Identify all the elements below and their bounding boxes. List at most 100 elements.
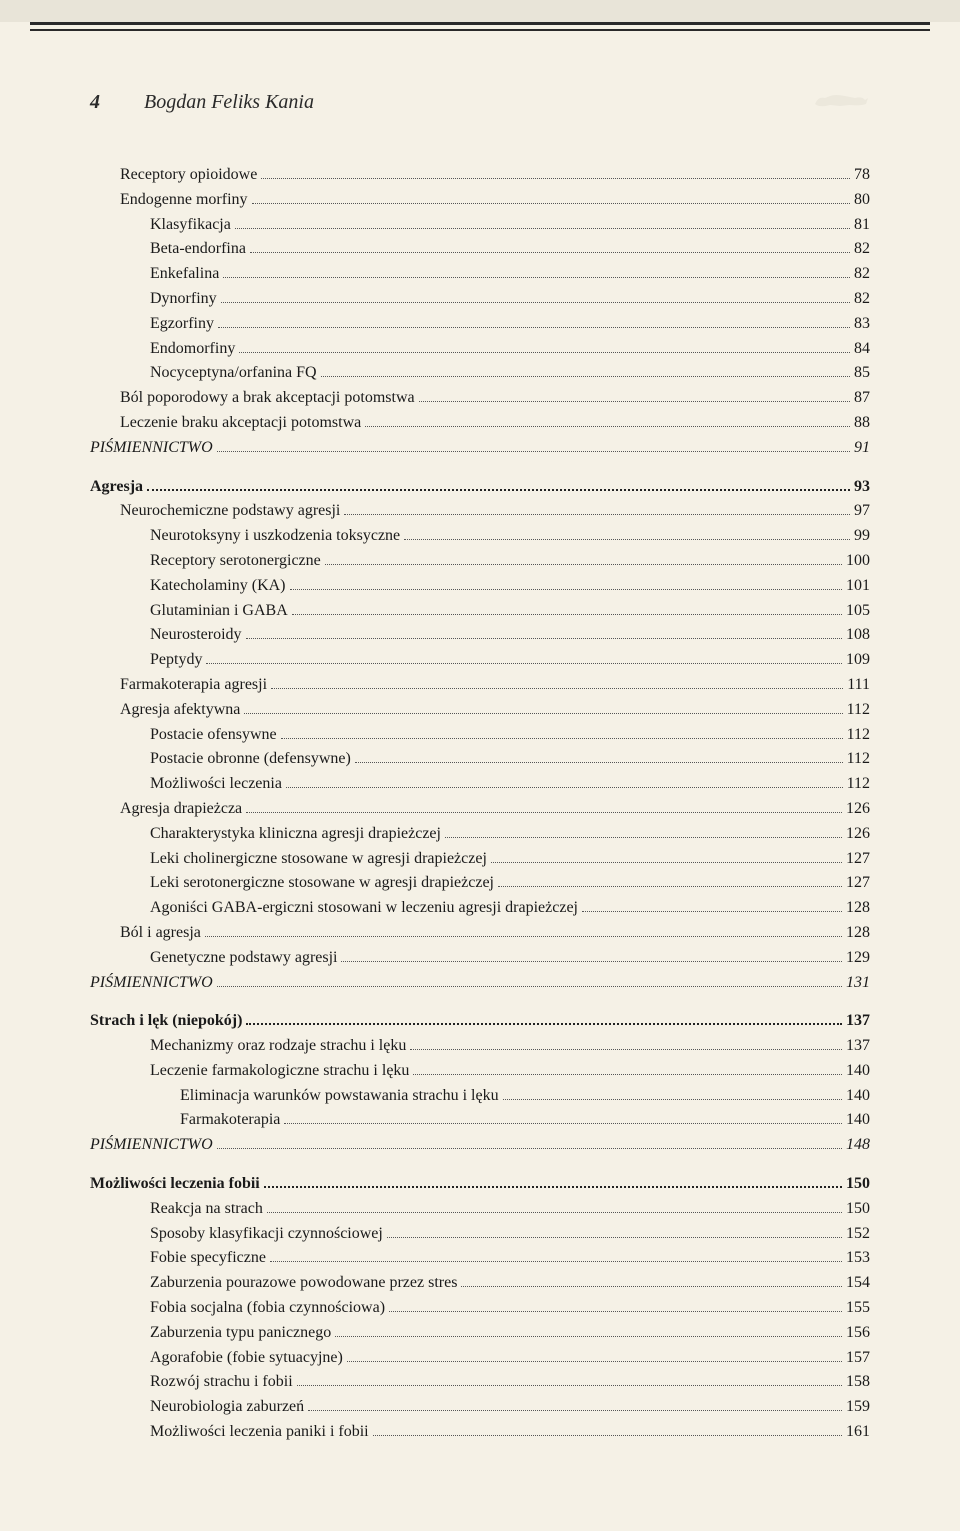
toc-label: Agresja drapieżcza bbox=[120, 797, 242, 822]
toc-page-number: 84 bbox=[854, 337, 870, 362]
toc-page-number: 99 bbox=[854, 524, 870, 549]
toc-leader-dots bbox=[284, 1123, 842, 1124]
toc-entry: Mechanizmy oraz rodzaje strachu i lęku 13… bbox=[90, 1034, 870, 1059]
toc-leader-dots bbox=[270, 1261, 842, 1262]
toc-leader-dots bbox=[347, 1361, 842, 1362]
toc-entry: Farmakoterapia140 bbox=[90, 1108, 870, 1133]
toc-page-number: 150 bbox=[846, 1197, 870, 1222]
toc-label: Glutaminian i GABA bbox=[150, 599, 288, 624]
toc-leader-dots bbox=[461, 1286, 842, 1287]
toc-label: Leki cholinergiczne stosowane w agresji … bbox=[150, 847, 487, 872]
toc-leader-dots bbox=[271, 688, 843, 689]
toc-leader-dots bbox=[261, 178, 850, 179]
toc-label: Genetyczne podstawy agresji bbox=[150, 946, 337, 971]
toc-page-number: 137 bbox=[846, 1034, 870, 1059]
header-left: 4 Bogdan Feliks Kania bbox=[90, 91, 314, 114]
toc-label: Postacie obronne (defensywne) bbox=[150, 747, 351, 772]
toc-label: PIŚMIENNICTWO bbox=[90, 1133, 213, 1158]
toc-label: Charakterystyka kliniczna agresji drapie… bbox=[150, 822, 441, 847]
toc-leader-dots bbox=[246, 812, 842, 813]
toc-leader-dots bbox=[281, 738, 843, 739]
toc-entry: Zaburzenia pourazowe powodowane przez st… bbox=[90, 1271, 870, 1296]
toc-page-number: 161 bbox=[846, 1420, 870, 1445]
toc-label: Receptory opioidowe bbox=[120, 163, 257, 188]
page-header: 4 Bogdan Feliks Kania bbox=[90, 81, 870, 123]
top-rule bbox=[30, 22, 930, 25]
toc-leader-dots bbox=[246, 1023, 842, 1025]
toc-entry: PIŚMIENNICTWO 91 bbox=[90, 436, 870, 461]
toc-page-number: 93 bbox=[854, 475, 870, 500]
toc-page-number: 88 bbox=[854, 411, 870, 436]
toc-label: Farmakoterapia agresji bbox=[120, 673, 267, 698]
toc-page-number: 140 bbox=[846, 1059, 870, 1084]
toc-page-number: 126 bbox=[846, 822, 870, 847]
toc-entry: Postacie obronne (defensywne) 112 bbox=[90, 747, 870, 772]
toc-page-number: 112 bbox=[847, 747, 870, 772]
toc-page-number: 112 bbox=[847, 772, 870, 797]
toc-leader-dots bbox=[206, 663, 842, 664]
toc-page-number: 158 bbox=[846, 1370, 870, 1395]
toc-label: Agresja bbox=[90, 475, 143, 500]
toc-label: Możliwości leczenia bbox=[150, 772, 282, 797]
toc-entry: Glutaminian i GABA105 bbox=[90, 599, 870, 624]
toc-page-number: 91 bbox=[854, 436, 870, 461]
toc-entry: Nocyceptyna/orfanina FQ85 bbox=[90, 361, 870, 386]
toc-leader-dots bbox=[445, 837, 842, 838]
toc-leader-dots bbox=[264, 1186, 842, 1188]
page: 4 Bogdan Feliks Kania Receptory opioidow… bbox=[0, 22, 960, 1531]
toc-entry: Ból i agresja 128 bbox=[90, 921, 870, 946]
toc-page-number: 127 bbox=[846, 871, 870, 896]
toc-page-number: 111 bbox=[847, 673, 870, 698]
toc-page-number: 150 bbox=[846, 1172, 870, 1197]
toc-label: Fobia socjalna (fobia czynnościowa) bbox=[150, 1296, 385, 1321]
toc-entry: Receptory serotonergiczne100 bbox=[90, 549, 870, 574]
toc-entry: Beta-endorfina82 bbox=[90, 237, 870, 262]
toc-label: Mechanizmy oraz rodzaje strachu i lęku bbox=[150, 1034, 406, 1059]
toc-page-number: 128 bbox=[846, 921, 870, 946]
toc-label: Neurochemiczne podstawy agresji bbox=[120, 499, 340, 524]
toc-leader-dots bbox=[404, 539, 850, 540]
toc-leader-dots bbox=[286, 787, 843, 788]
toc-entry: Charakterystyka kliniczna agresji drapie… bbox=[90, 822, 870, 847]
toc-label: Możliwości leczenia fobii bbox=[90, 1172, 260, 1197]
toc-entry: Endomorfiny84 bbox=[90, 337, 870, 362]
toc-leader-dots bbox=[252, 203, 850, 204]
toc-page-number: 82 bbox=[854, 287, 870, 312]
toc-leader-dots bbox=[292, 614, 842, 615]
toc-page-number: 156 bbox=[846, 1321, 870, 1346]
table-of-contents: Receptory opioidowe78Endogenne morfiny80… bbox=[90, 163, 870, 1445]
toc-label: Leki serotonergiczne stosowane w agresji… bbox=[150, 871, 494, 896]
toc-label: Eliminacja warunków powstawania strachu … bbox=[180, 1084, 499, 1109]
toc-label: Postacie ofensywne bbox=[150, 723, 277, 748]
toc-page-number: 131 bbox=[846, 971, 870, 996]
toc-leader-dots bbox=[387, 1237, 842, 1238]
toc-page-number: 148 bbox=[846, 1133, 870, 1158]
toc-leader-dots bbox=[217, 451, 850, 452]
toc-leader-dots bbox=[235, 228, 850, 229]
toc-entry: Neurochemiczne podstawy agresji97 bbox=[90, 499, 870, 524]
toc-leader-dots bbox=[244, 713, 842, 714]
toc-entry: Fobie specyficzne153 bbox=[90, 1246, 870, 1271]
toc-entry: Agresja 93 bbox=[90, 475, 870, 500]
toc-leader-dots bbox=[218, 327, 850, 328]
toc-page-number: 108 bbox=[846, 623, 870, 648]
toc-entry: Rozwój strachu i fobii158 bbox=[90, 1370, 870, 1395]
toc-leader-dots bbox=[491, 862, 842, 863]
dog-silhouette-icon bbox=[810, 81, 870, 123]
toc-entry: Eliminacja warunków powstawania strachu … bbox=[90, 1084, 870, 1109]
toc-entry: Farmakoterapia agresji 111 bbox=[90, 673, 870, 698]
toc-label: Agoniści GABA-ergiczni stosowani w lecze… bbox=[150, 896, 578, 921]
toc-entry: Receptory opioidowe78 bbox=[90, 163, 870, 188]
toc-entry: Agresja afektywna112 bbox=[90, 698, 870, 723]
toc-leader-dots bbox=[344, 514, 850, 515]
toc-leader-dots bbox=[321, 376, 850, 377]
toc-label: PIŚMIENNICTWO bbox=[90, 436, 213, 461]
toc-label: Nocyceptyna/orfanina FQ bbox=[150, 361, 317, 386]
toc-leader-dots bbox=[308, 1410, 842, 1411]
toc-label: Klasyfikacja bbox=[150, 213, 231, 238]
toc-label: PIŚMIENNICTWO bbox=[90, 971, 213, 996]
toc-label: Ból i agresja bbox=[120, 921, 201, 946]
toc-leader-dots bbox=[582, 911, 842, 912]
toc-label: Reakcja na strach bbox=[150, 1197, 263, 1222]
toc-page-number: 154 bbox=[846, 1271, 870, 1296]
